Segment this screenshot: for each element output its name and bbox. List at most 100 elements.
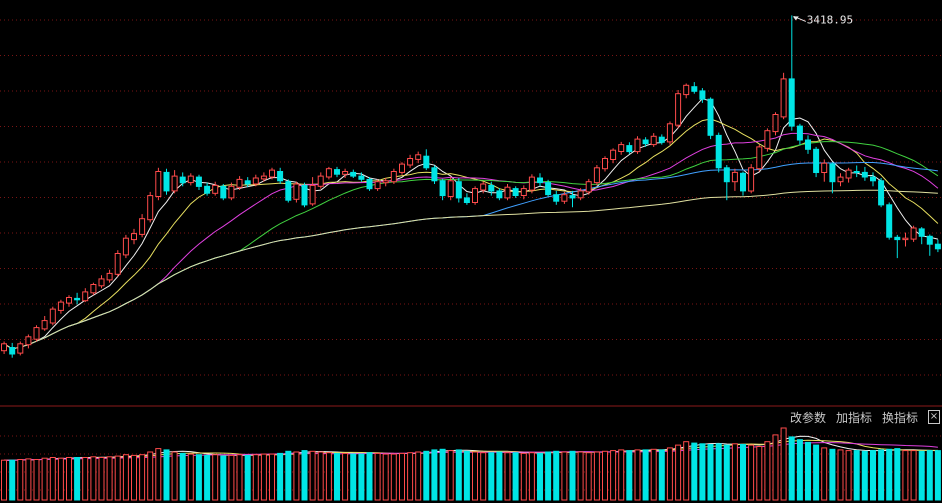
- candle-body: [520, 188, 527, 197]
- volume-bar: [496, 451, 503, 501]
- candle-body: [171, 175, 178, 192]
- volume-bar: [204, 454, 211, 501]
- volume-bar: [910, 450, 917, 501]
- candle-body: [512, 188, 519, 197]
- candle-body: [870, 176, 876, 182]
- candle-body: [545, 182, 552, 196]
- candle-body: [715, 134, 722, 169]
- candle-body: [504, 186, 511, 199]
- candle-body: [98, 278, 105, 287]
- volume-bar: [33, 459, 40, 501]
- candle-body: [25, 336, 32, 346]
- volume-bar: [691, 442, 698, 501]
- volume-bar: [520, 452, 527, 501]
- volume-bar: [780, 427, 787, 501]
- volume-bar: [772, 434, 779, 501]
- volume-bar: [334, 452, 340, 501]
- candle-body: [9, 347, 16, 355]
- volume-bar: [853, 450, 860, 501]
- candle-body: [415, 154, 422, 160]
- candle-body: [845, 169, 852, 179]
- volume-bar: [642, 449, 649, 501]
- candle-body: [837, 176, 844, 183]
- candle-body: [731, 171, 738, 183]
- volume-bar: [212, 454, 219, 501]
- volume-bar: [756, 446, 763, 501]
- candle-body: [179, 176, 186, 184]
- candle-body: [764, 130, 771, 149]
- candle-body: [390, 171, 397, 183]
- candle-body: [301, 184, 308, 206]
- candle-body: [350, 171, 357, 177]
- candle-body: [131, 233, 137, 241]
- candle-body: [114, 253, 121, 275]
- candle-body: [528, 176, 535, 191]
- candle-body: [926, 235, 933, 245]
- modify-params-button[interactable]: 改参数: [789, 410, 826, 425]
- candle-body: [796, 125, 803, 141]
- volume-bar: [821, 447, 828, 501]
- ma5-line: [3, 98, 939, 350]
- candle-body: [382, 180, 389, 184]
- candle-body: [147, 195, 154, 221]
- candle-body: [236, 178, 243, 188]
- volume-bar: [399, 452, 405, 501]
- volume-bar: [447, 450, 454, 501]
- candle-body: [634, 138, 641, 153]
- volume-bar: [886, 448, 893, 501]
- candle-body: [707, 98, 714, 136]
- volume-bar: [382, 453, 389, 501]
- candle-body: [934, 243, 941, 250]
- volume-bar: [131, 454, 137, 501]
- candle-body: [33, 327, 40, 340]
- volume-bar: [179, 452, 186, 501]
- volume-bar: [894, 448, 901, 501]
- volume-bar: [675, 444, 682, 501]
- candle-body: [212, 184, 219, 194]
- volume-bar: [90, 456, 97, 501]
- candle-body: [683, 84, 690, 96]
- candle-body: [472, 188, 478, 204]
- volume-bar: [9, 459, 16, 501]
- candle-body: [317, 175, 324, 187]
- volume-bar: [317, 451, 324, 501]
- candle-body: [358, 175, 365, 180]
- candle-body: [309, 184, 316, 205]
- ma60-line: [3, 162, 938, 350]
- volume-bar: [602, 450, 608, 501]
- candle-body: [155, 171, 162, 197]
- close-indicator-button[interactable]: ×: [928, 410, 940, 424]
- volume-bar: [236, 454, 243, 501]
- volume-bar: [82, 457, 89, 501]
- volume-bar: [98, 457, 105, 501]
- candle-body: [220, 185, 227, 199]
- volume-bar: [918, 450, 925, 501]
- candle-body: [829, 163, 836, 183]
- volume-bar: [57, 457, 64, 501]
- volume-bar: [748, 444, 755, 501]
- candle-body: [740, 172, 746, 192]
- candle-body: [902, 237, 909, 241]
- candle-body: [463, 197, 470, 203]
- volume-bar: [74, 457, 81, 501]
- ma30-line: [3, 141, 939, 350]
- volume-bar: [545, 451, 552, 501]
- volume-bar: [480, 452, 487, 501]
- volume-bar: [878, 449, 885, 501]
- switch-indicator-button[interactable]: 换指标: [881, 410, 918, 425]
- volume-bar: [374, 452, 381, 501]
- candle-body: [618, 144, 625, 153]
- volume-bar: [66, 457, 72, 501]
- add-indicator-button[interactable]: 加指标: [835, 410, 872, 425]
- volume-bar: [902, 450, 909, 501]
- volume-bar: [666, 447, 673, 501]
- candle-body: [658, 136, 665, 143]
- moving-average-lines: [3, 98, 939, 350]
- candle-body: [610, 149, 617, 160]
- candle-body: [285, 181, 292, 201]
- candle-body: [41, 320, 48, 330]
- candle-body: [853, 171, 860, 173]
- volume-bar: [122, 454, 129, 501]
- volume-bar: [423, 450, 430, 501]
